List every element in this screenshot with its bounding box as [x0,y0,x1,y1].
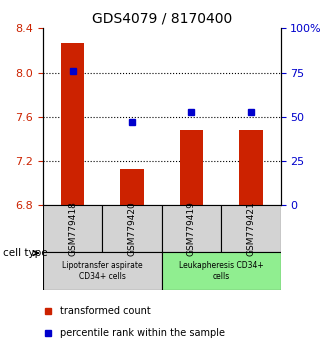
Bar [162,252,280,290]
Text: GSM779418: GSM779418 [68,201,77,256]
Bar [120,169,144,205]
Bar [43,205,102,252]
Text: percentile rank within the sample: percentile rank within the sample [59,328,224,338]
Text: Lipotransfer aspirate
CD34+ cells: Lipotransfer aspirate CD34+ cells [62,262,143,281]
Bar [180,130,203,205]
Title: GDS4079 / 8170400: GDS4079 / 8170400 [91,12,232,26]
Text: cell type: cell type [3,248,48,258]
Bar [221,205,280,252]
Bar [43,252,162,290]
Text: GSM779420: GSM779420 [127,201,137,256]
Bar [102,205,162,252]
Text: GSM779419: GSM779419 [187,201,196,256]
Bar [61,43,84,205]
Text: transformed count: transformed count [59,306,150,316]
Bar [239,130,263,205]
Bar [162,205,221,252]
Text: Leukapheresis CD34+
cells: Leukapheresis CD34+ cells [179,262,263,281]
Text: GSM779421: GSM779421 [246,201,255,256]
